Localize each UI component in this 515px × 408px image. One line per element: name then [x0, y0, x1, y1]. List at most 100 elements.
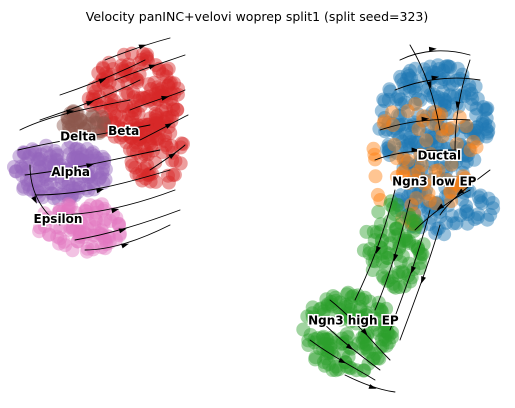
cell-point-ductal — [424, 137, 438, 152]
cell-point-epsilon — [70, 234, 85, 249]
cell-point-ductal — [437, 98, 452, 113]
streamline-arrow — [118, 228, 127, 234]
cell-point-beta — [116, 128, 131, 143]
cell-point-epsilon — [53, 221, 68, 236]
cell-point-alpha — [8, 164, 23, 179]
cell-point-ductal — [439, 141, 454, 156]
cell-point-beta — [137, 161, 152, 176]
cell-point-epsilon — [102, 235, 117, 250]
cell-point-ductal — [470, 128, 485, 143]
cell-point-ductal — [447, 175, 461, 190]
cell-point-beta — [130, 118, 145, 132]
cell-point-delta — [83, 127, 98, 142]
cell-point-ngn3-high-ep — [370, 322, 385, 337]
cell-point-ngn3-high-ep — [375, 255, 390, 269]
streamline-arrow — [376, 246, 381, 254]
cell-point-epsilon — [63, 223, 78, 237]
cell-point-ngn3-low-ep — [409, 173, 423, 188]
cell-point-ductal — [467, 123, 481, 138]
cell-point-ngn3-high-ep — [381, 326, 395, 341]
cell-point-epsilon — [103, 214, 118, 228]
cell-point-ngn3-low-ep — [469, 140, 484, 155]
cell-point-ductal — [467, 125, 481, 140]
cell-point-beta — [146, 143, 160, 158]
cell-point-beta — [130, 94, 145, 108]
cell-point-ductal — [390, 108, 405, 123]
cell-point-ngn3-high-ep — [332, 302, 347, 317]
cell-point-alpha — [27, 144, 42, 158]
cell-point-ductal — [376, 92, 391, 107]
cell-point-epsilon — [76, 229, 91, 244]
cell-point-beta — [141, 77, 156, 92]
cell-point-ductal — [394, 72, 409, 87]
cell-point-ngn3-low-ep — [367, 147, 382, 162]
cell-point-beta — [170, 102, 184, 117]
cell-point-epsilon — [89, 199, 104, 214]
cell-point-ngn3-high-ep — [341, 299, 355, 314]
cell-point-ductal — [403, 212, 418, 227]
cell-point-ngn3-high-ep — [324, 294, 339, 309]
cell-point-ngn3-high-ep — [374, 233, 389, 248]
velocity-streamlines — [17, 37, 491, 393]
cell-point-ngn3-high-ep — [342, 360, 357, 375]
cell-point-ductal — [445, 155, 460, 170]
cell-point-epsilon — [80, 244, 94, 259]
cell-point-alpha — [83, 169, 98, 184]
cell-point-alpha — [95, 149, 110, 164]
cell-point-ngn3-high-ep — [402, 234, 417, 249]
cell-point-ductal — [408, 61, 423, 76]
cell-point-beta — [103, 97, 118, 112]
cell-point-ductal — [457, 140, 472, 154]
cell-point-beta — [129, 167, 144, 182]
cell-point-alpha — [74, 153, 89, 168]
cell-point-ngn3-low-ep — [458, 171, 473, 186]
cell-point-alpha — [45, 186, 60, 201]
cell-point-beta — [132, 119, 147, 134]
cell-point-ductal — [432, 62, 447, 76]
cell-point-alpha — [70, 151, 85, 166]
cell-point-delta — [56, 118, 71, 133]
cell-point-alpha — [80, 141, 95, 156]
streamline-arrow — [86, 101, 94, 106]
cell-point-beta — [134, 150, 149, 165]
cell-point-ngn3-high-ep — [410, 217, 424, 232]
cell-point-beta — [116, 99, 131, 114]
cell-point-ngn3-high-ep — [335, 331, 350, 346]
cell-point-alpha — [79, 166, 94, 181]
cell-point-ductal — [462, 83, 477, 97]
cell-point-ductal — [408, 135, 423, 150]
cell-point-ductal — [391, 89, 406, 104]
cell-point-ductal — [391, 194, 406, 208]
cell-point-alpha — [87, 149, 102, 163]
cell-point-epsilon — [77, 225, 92, 240]
cell-point-epsilon — [65, 222, 80, 237]
cell-point-alpha — [52, 169, 67, 184]
cell-point-alpha — [47, 157, 61, 172]
cell-point-ductal — [470, 210, 485, 225]
cell-point-alpha — [12, 149, 27, 164]
cell-point-ngn3-high-ep — [362, 344, 377, 359]
cell-point-beta — [161, 61, 176, 76]
cell-point-beta — [126, 90, 141, 105]
cell-point-ductal — [455, 148, 470, 163]
cell-point-epsilon — [98, 212, 113, 227]
cell-point-ngn3-high-ep — [413, 256, 428, 270]
cell-point-ngn3-high-ep — [395, 249, 410, 263]
streamline-arrow — [111, 208, 120, 214]
cell-point-epsilon — [95, 197, 109, 212]
cell-point-delta — [61, 114, 76, 129]
cell-point-beta — [161, 175, 176, 190]
cell-point-ngn3-high-ep — [305, 300, 320, 315]
cell-point-ngn3-low-ep — [404, 215, 419, 230]
cell-point-alpha — [30, 151, 45, 166]
cell-point-ductal — [410, 107, 425, 122]
cell-point-ductal — [440, 137, 455, 151]
cell-point-beta — [106, 62, 121, 76]
cell-point-ngn3-high-ep — [380, 251, 395, 265]
cell-point-ductal — [429, 201, 444, 216]
cell-point-alpha — [15, 168, 30, 183]
cell-point-ductal — [412, 187, 426, 202]
cell-point-epsilon — [78, 203, 93, 218]
cell-point-ductal — [446, 178, 461, 193]
